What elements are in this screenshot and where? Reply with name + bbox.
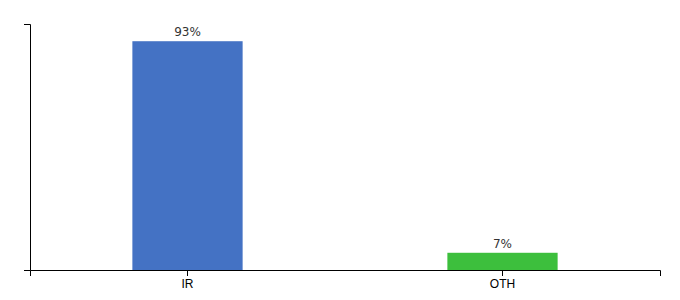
y-axis-line — [24, 25, 31, 271]
bars — [132, 41, 557, 270]
x-tick: IR — [182, 270, 194, 291]
x-tick-mark — [187, 270, 188, 276]
plot: IR OTH 93% 7% — [24, 25, 661, 291]
data-label: 7% — [493, 237, 512, 251]
x-tick-mark — [502, 270, 503, 276]
y-axis — [24, 25, 31, 271]
data-label: 93% — [174, 25, 201, 39]
x-axis-line — [31, 271, 661, 277]
bar — [132, 41, 242, 270]
x-tick-label: IR — [182, 277, 194, 291]
x-tick-label: OTH — [490, 277, 515, 291]
x-axis: IR OTH — [31, 270, 661, 291]
bar — [447, 253, 557, 270]
chart-container: IR OTH 93% 7% — [0, 0, 680, 300]
data-labels: 93% 7% — [174, 25, 512, 251]
chart: IR OTH 93% 7% — [0, 0, 680, 300]
x-tick: OTH — [490, 270, 515, 291]
